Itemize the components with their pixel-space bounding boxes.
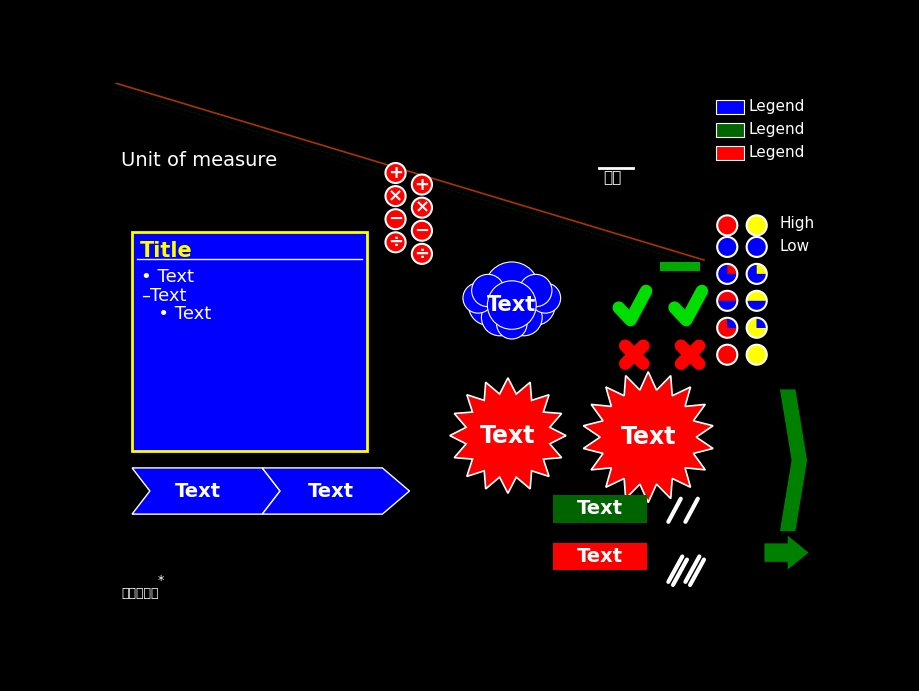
Text: Low: Low [778, 238, 809, 254]
Wedge shape [717, 216, 736, 236]
Wedge shape [746, 291, 766, 301]
Circle shape [468, 285, 509, 325]
Wedge shape [746, 318, 766, 338]
Text: ÷: ÷ [414, 245, 429, 263]
Wedge shape [746, 237, 766, 257]
Text: Legend: Legend [747, 100, 804, 114]
Circle shape [505, 299, 541, 336]
Wedge shape [746, 264, 766, 284]
Text: Legend: Legend [747, 146, 804, 160]
Wedge shape [746, 301, 766, 311]
Polygon shape [262, 468, 409, 514]
Polygon shape [779, 390, 806, 531]
Circle shape [519, 274, 551, 307]
Text: • Text: • Text [142, 305, 211, 323]
Circle shape [412, 220, 432, 240]
Polygon shape [764, 536, 808, 569]
Circle shape [529, 283, 560, 313]
Polygon shape [583, 372, 712, 502]
Wedge shape [717, 318, 736, 338]
FancyBboxPatch shape [552, 542, 647, 570]
Text: ×: × [388, 187, 403, 205]
Circle shape [412, 198, 432, 218]
Text: 例子: 例子 [603, 170, 621, 185]
Text: Text: Text [307, 482, 353, 500]
Text: High: High [778, 216, 813, 231]
Text: Text: Text [576, 547, 622, 566]
FancyBboxPatch shape [132, 231, 367, 451]
Wedge shape [717, 301, 736, 311]
FancyBboxPatch shape [659, 262, 699, 271]
Text: −: − [388, 210, 403, 228]
Circle shape [385, 186, 405, 206]
Polygon shape [132, 468, 279, 514]
Circle shape [487, 281, 536, 330]
Text: Text: Text [619, 425, 675, 449]
Wedge shape [726, 318, 736, 328]
FancyBboxPatch shape [715, 146, 743, 160]
Polygon shape [449, 378, 565, 493]
FancyBboxPatch shape [552, 495, 647, 522]
Circle shape [514, 285, 554, 325]
Circle shape [412, 244, 432, 264]
Circle shape [385, 209, 405, 229]
Wedge shape [717, 291, 736, 301]
Circle shape [481, 299, 517, 336]
Wedge shape [756, 318, 766, 328]
Circle shape [412, 175, 432, 195]
Wedge shape [717, 264, 736, 284]
Text: Text: Text [487, 295, 536, 315]
Circle shape [462, 283, 493, 313]
Wedge shape [746, 216, 766, 236]
Text: Text: Text [480, 424, 535, 448]
Circle shape [385, 163, 405, 183]
Text: ÷: ÷ [388, 234, 403, 252]
Circle shape [385, 232, 405, 252]
Circle shape [471, 274, 504, 307]
Text: +: + [414, 176, 429, 193]
FancyBboxPatch shape [715, 123, 743, 137]
FancyBboxPatch shape [715, 100, 743, 114]
Circle shape [484, 262, 539, 316]
Wedge shape [726, 264, 736, 274]
Wedge shape [717, 345, 736, 365]
Wedge shape [756, 264, 766, 274]
Text: +: + [388, 164, 403, 182]
Text: –Text: –Text [142, 287, 187, 305]
Text: Text: Text [576, 499, 622, 518]
Text: *: * [157, 574, 164, 587]
Text: Legend: Legend [747, 122, 804, 138]
Text: 资料来源：: 资料来源： [121, 587, 159, 600]
Text: Text: Text [175, 482, 221, 500]
Text: Title: Title [140, 240, 192, 261]
Wedge shape [746, 345, 766, 365]
Text: Unit of measure: Unit of measure [121, 151, 277, 170]
Text: ×: × [414, 198, 429, 217]
Text: −: − [414, 222, 429, 240]
Circle shape [496, 309, 527, 339]
Text: • Text: • Text [142, 269, 194, 287]
Wedge shape [717, 237, 736, 257]
